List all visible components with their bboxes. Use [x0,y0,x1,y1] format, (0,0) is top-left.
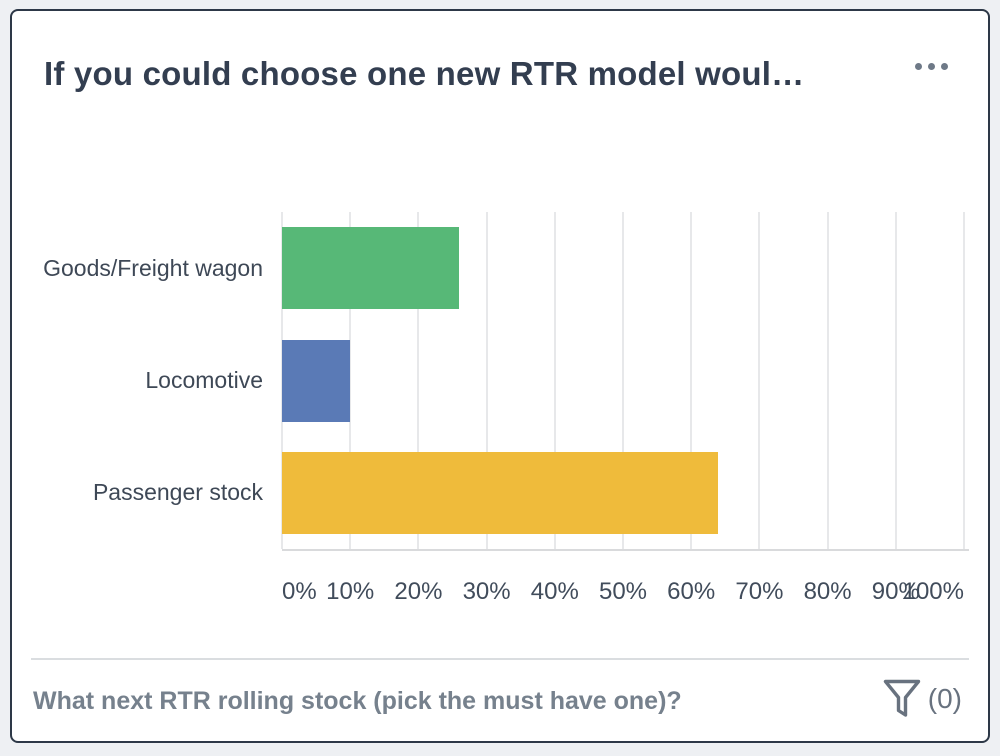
x-tick-label: 100% [902,578,964,605]
x-tick-label: 70% [735,578,784,605]
x-tick-label: 30% [462,578,511,605]
card-title: If you could choose one new RTR model wo… [44,55,805,92]
x-axis-line [282,549,969,551]
gridline [349,212,352,549]
gridline [826,212,829,549]
plot-area [281,212,969,551]
funnel-icon [883,679,920,717]
survey-question-card: If you could choose one new RTR model wo… [10,9,990,743]
gridline [758,212,761,549]
x-tick-label: 40% [530,578,579,605]
bar-passenger-stock[interactable] [282,451,719,534]
gridline [963,212,965,549]
gridline [690,212,693,549]
x-axis-ticks: 0% 10% 20% 30% 40% 50% 60% 70% 80% 90% 100% [282,578,964,610]
category-label-passenger-stock: Passenger stock [92,479,263,506]
ellipsis-dot-icon [941,63,948,70]
x-tick-label: 20% [394,578,443,605]
ellipsis-dot-icon [915,63,922,70]
ellipsis-dot-icon [928,63,935,70]
category-label-goods-freight-wagon: Goods/Freight wagon [43,254,263,281]
gridline [894,212,897,549]
x-tick-label: 80% [803,578,852,605]
x-tick-label: 50% [598,578,648,605]
category-axis: Goods/Freight wagon Locomotive Passenger s… [40,212,263,549]
gridline [417,212,420,549]
footer-divider [31,658,969,660]
question-text: What next RTR rolling stock (pick the mu… [33,687,682,715]
filter-button[interactable]: (0) [883,679,962,719]
bar-locomotive[interactable] [282,339,351,422]
gridline [485,212,488,549]
x-tick-label: 0% [282,578,317,605]
x-tick-label: 90% [871,578,920,605]
x-tick-label: 60% [667,578,716,605]
more-options-button[interactable] [911,59,952,74]
gridline [622,212,624,549]
x-tick-label: 10% [326,578,375,605]
bar-goods-freight-wagon[interactable] [282,227,460,310]
category-label-locomotive: Locomotive [145,366,263,393]
gridline [553,212,556,549]
filter-count: (0) [927,683,962,714]
